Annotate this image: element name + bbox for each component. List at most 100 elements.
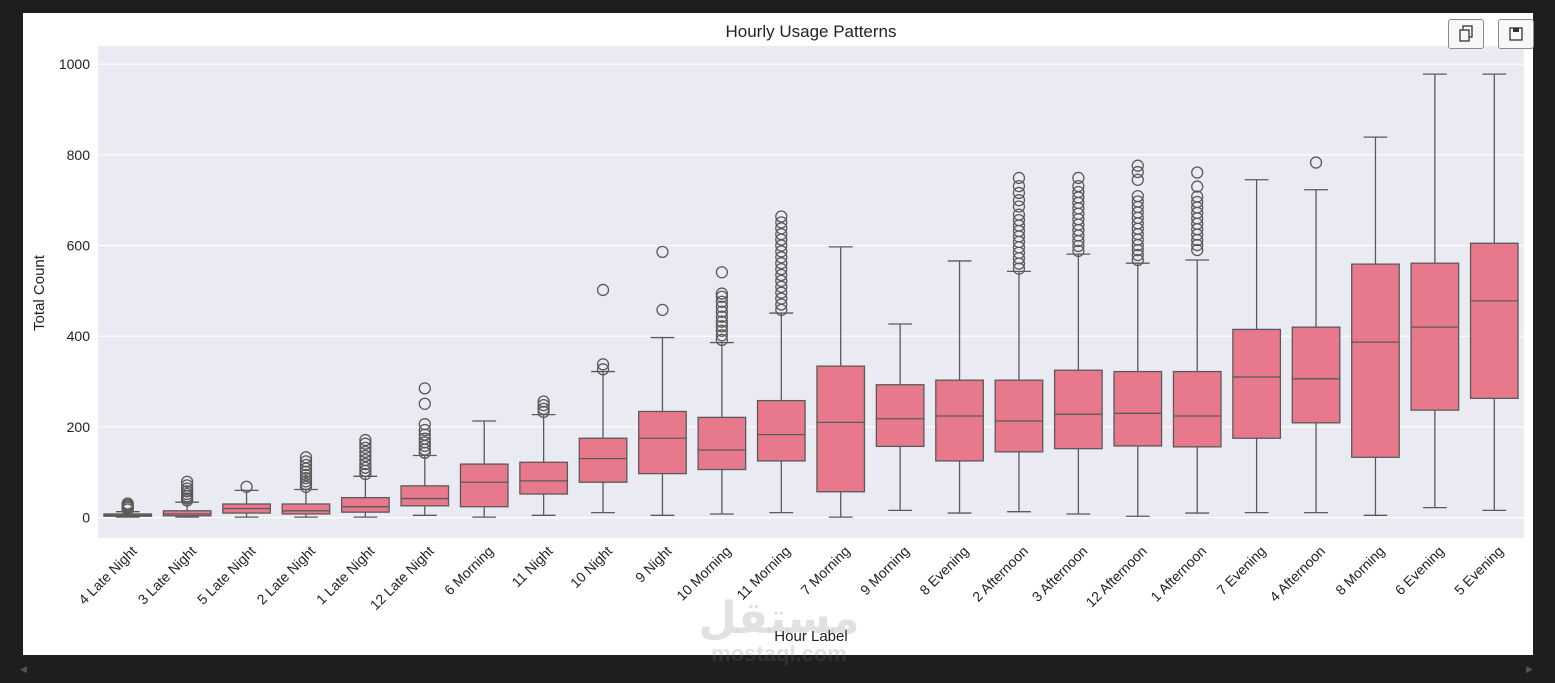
outlier-point [359, 437, 372, 450]
outlier-point [775, 210, 788, 223]
outlier-point [359, 449, 372, 463]
x-tick-label: 1 Afternoon [1147, 543, 1209, 605]
outlier-point [180, 482, 194, 495]
x-tick-label: 8 Evening [916, 543, 971, 598]
outlier-point [775, 274, 788, 288]
box [816, 365, 866, 493]
box [281, 503, 331, 515]
save-button[interactable] [1498, 19, 1534, 49]
box [340, 496, 390, 513]
x-tick-label: 12 Late Night [367, 543, 437, 613]
box [1113, 370, 1163, 447]
outlier-point [715, 266, 729, 279]
outlier-point [715, 300, 729, 313]
outlier-point [1072, 171, 1085, 185]
outlier-point [715, 310, 729, 323]
y-tick-label: 0 [82, 510, 90, 526]
outlier-point [1012, 179, 1026, 193]
outlier-point [537, 402, 550, 415]
box [1172, 370, 1222, 448]
outlier-point [1191, 190, 1204, 203]
outlier-point [775, 222, 788, 235]
outlier-point [1072, 179, 1085, 193]
x-tick-label: 4 Afternoon [1266, 543, 1328, 605]
outlier-point [299, 458, 313, 472]
outlier-point [1131, 189, 1144, 203]
box [162, 510, 212, 517]
outlier-point [596, 363, 610, 376]
y-tick-label: 200 [67, 419, 91, 435]
outlier-point [775, 257, 788, 270]
outlier-point [359, 467, 372, 481]
copy-icon [1459, 25, 1473, 42]
outlier-point [537, 398, 550, 412]
outlier-point [1191, 180, 1204, 193]
copy-button[interactable] [1448, 19, 1484, 49]
outlier-point [715, 329, 729, 342]
outlier-point [1131, 159, 1144, 172]
x-tick-label: 7 Morning [797, 543, 852, 598]
outlier-point [775, 298, 788, 311]
outlier-point [775, 268, 788, 282]
outlier-point [1191, 166, 1204, 179]
box [1469, 242, 1519, 399]
x-tick-label: 4 Late Night [75, 543, 140, 608]
x-tick-label: 6 Morning [441, 543, 496, 598]
outlier-point [715, 305, 729, 318]
outlier-point [418, 382, 431, 395]
box [756, 399, 806, 462]
x-tick-label: 11 Night [508, 543, 556, 591]
outlier-point [299, 471, 313, 485]
box [875, 384, 925, 448]
outlier-point [715, 287, 729, 300]
outlier-point [1012, 213, 1026, 227]
x-tick-label: 12 Afternoon [1082, 543, 1149, 610]
outlier-point [1072, 244, 1085, 258]
outlier-point [775, 228, 788, 241]
box [459, 463, 509, 508]
outlier-point [1191, 243, 1204, 257]
outlier-point [180, 479, 194, 492]
box [935, 379, 984, 462]
y-tick-label: 800 [67, 147, 91, 163]
box [1351, 263, 1400, 458]
outlier-point [418, 432, 431, 445]
outlier-point [299, 455, 313, 468]
outlier-point [1309, 156, 1323, 169]
outlier-point [299, 475, 313, 488]
x-tick-label: 5 Evening [1451, 543, 1506, 598]
x-tick-label: 9 Morning [857, 543, 912, 598]
outlier-point [418, 423, 431, 437]
outlier-point [596, 283, 610, 297]
outlier-point [656, 245, 669, 259]
scroll-left-arrow-icon[interactable]: ◀ [20, 664, 27, 674]
box [1053, 369, 1103, 450]
outlier-point [359, 461, 372, 474]
horizontal-scrollbar[interactable] [0, 658, 1555, 683]
outlier-point [775, 245, 788, 258]
outlier-point [715, 295, 729, 308]
scroll-right-arrow-icon[interactable]: ▶ [1526, 664, 1533, 674]
outlier-point [1012, 171, 1026, 185]
box [519, 461, 569, 495]
box [994, 379, 1044, 453]
outlier-point [1131, 195, 1144, 208]
outlier-point [1131, 173, 1144, 186]
outlier-point [1131, 248, 1144, 262]
x-tick-label: 10 Morning [673, 543, 734, 604]
outlier-point [1012, 194, 1026, 207]
y-tick-label: 600 [67, 238, 91, 254]
outlier-point [715, 315, 729, 328]
outlier-point [715, 333, 729, 346]
x-tick-label: 1 Late Night [313, 543, 378, 608]
x-tick-label: 3 Afternoon [1029, 543, 1091, 605]
x-tick-label: 9 Night [632, 543, 675, 586]
x-tick-label: 6 Evening [1392, 543, 1447, 598]
outlier-point [715, 324, 729, 337]
outlier-point [596, 358, 610, 371]
outlier-point [299, 468, 313, 482]
x-tick-label: 5 Late Night [194, 543, 259, 608]
box [697, 416, 747, 471]
box [638, 410, 687, 475]
